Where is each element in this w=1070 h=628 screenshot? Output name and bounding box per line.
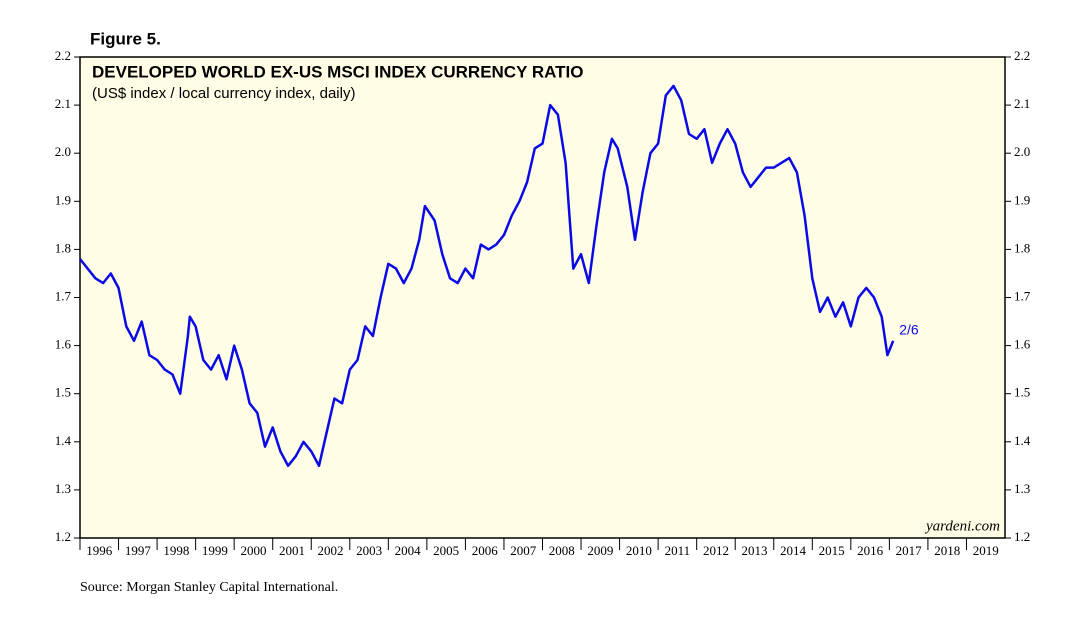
x-tick-label: 2014 [780, 543, 807, 558]
x-tick-label: 2017 [896, 543, 923, 558]
x-tick-label: 2003 [356, 543, 382, 558]
x-tick-label: 1998 [163, 543, 189, 558]
x-tick-label: 2002 [318, 543, 344, 558]
x-tick-label: 2018 [934, 543, 960, 558]
data-line [79, 84, 895, 468]
x-tick-label: 2015 [819, 543, 845, 558]
x-tick-label: 2004 [395, 543, 422, 558]
source-note: Source: Morgan Stanley Capital Internati… [80, 580, 338, 595]
y-tick-label: 1.9 [1014, 192, 1030, 207]
x-tick-label: 2009 [587, 543, 613, 558]
end-label: 2/6 [899, 321, 919, 337]
x-tick-label: 2005 [433, 543, 459, 558]
x-tick-label: 2013 [741, 543, 767, 558]
y-tick-label: 1.8 [55, 240, 71, 255]
y-tick-label: 1.2 [55, 529, 71, 544]
figure-label: Figure 5. [90, 29, 161, 48]
x-tick-label: 2012 [703, 543, 729, 558]
y-tick-label: 1.5 [1014, 385, 1030, 400]
y-tick-label: 1.4 [55, 433, 72, 448]
x-tick-label: 2007 [510, 543, 537, 558]
y-tick-label: 1.5 [55, 385, 71, 400]
x-tick-label: 2010 [626, 543, 652, 558]
y-tick-label: 1.8 [1014, 240, 1030, 255]
x-tick-label: 1996 [86, 543, 113, 558]
y-tick-label: 2.2 [55, 48, 71, 63]
y-tick-label: 1.9 [55, 192, 71, 207]
x-tick-label: 1999 [202, 543, 228, 558]
x-tick-label: 2006 [472, 543, 499, 558]
y-tick-label: 2.1 [1014, 96, 1030, 111]
y-tick-label: 1.4 [1014, 433, 1031, 448]
y-tick-label: 2.2 [1014, 48, 1030, 63]
x-tick-label: 2016 [857, 543, 884, 558]
y-tick-label: 2.0 [55, 144, 71, 159]
x-tick-label: 2019 [973, 543, 999, 558]
chart-title: DEVELOPED WORLD EX-US MSCI INDEX CURRENC… [92, 62, 583, 81]
y-tick-label: 1.6 [1014, 337, 1031, 352]
x-tick-label: 2000 [240, 543, 266, 558]
x-tick-label: 2001 [279, 543, 305, 558]
y-tick-label: 1.6 [55, 337, 72, 352]
y-tick-label: 1.3 [1014, 481, 1030, 496]
x-tick-label: 1997 [125, 543, 152, 558]
watermark: yardeni.com [924, 518, 1000, 534]
y-tick-label: 2.0 [1014, 144, 1030, 159]
x-tick-label: 2011 [665, 543, 691, 558]
y-tick-label: 1.7 [1014, 288, 1031, 303]
y-tick-label: 2.1 [55, 96, 71, 111]
chart-subtitle: (US$ index / local currency index, daily… [92, 85, 355, 102]
x-tick-label: 2008 [549, 543, 575, 558]
y-tick-label: 1.2 [1014, 529, 1030, 544]
y-tick-label: 1.7 [55, 288, 72, 303]
y-tick-label: 1.3 [55, 481, 71, 496]
plot-area [79, 56, 1006, 539]
